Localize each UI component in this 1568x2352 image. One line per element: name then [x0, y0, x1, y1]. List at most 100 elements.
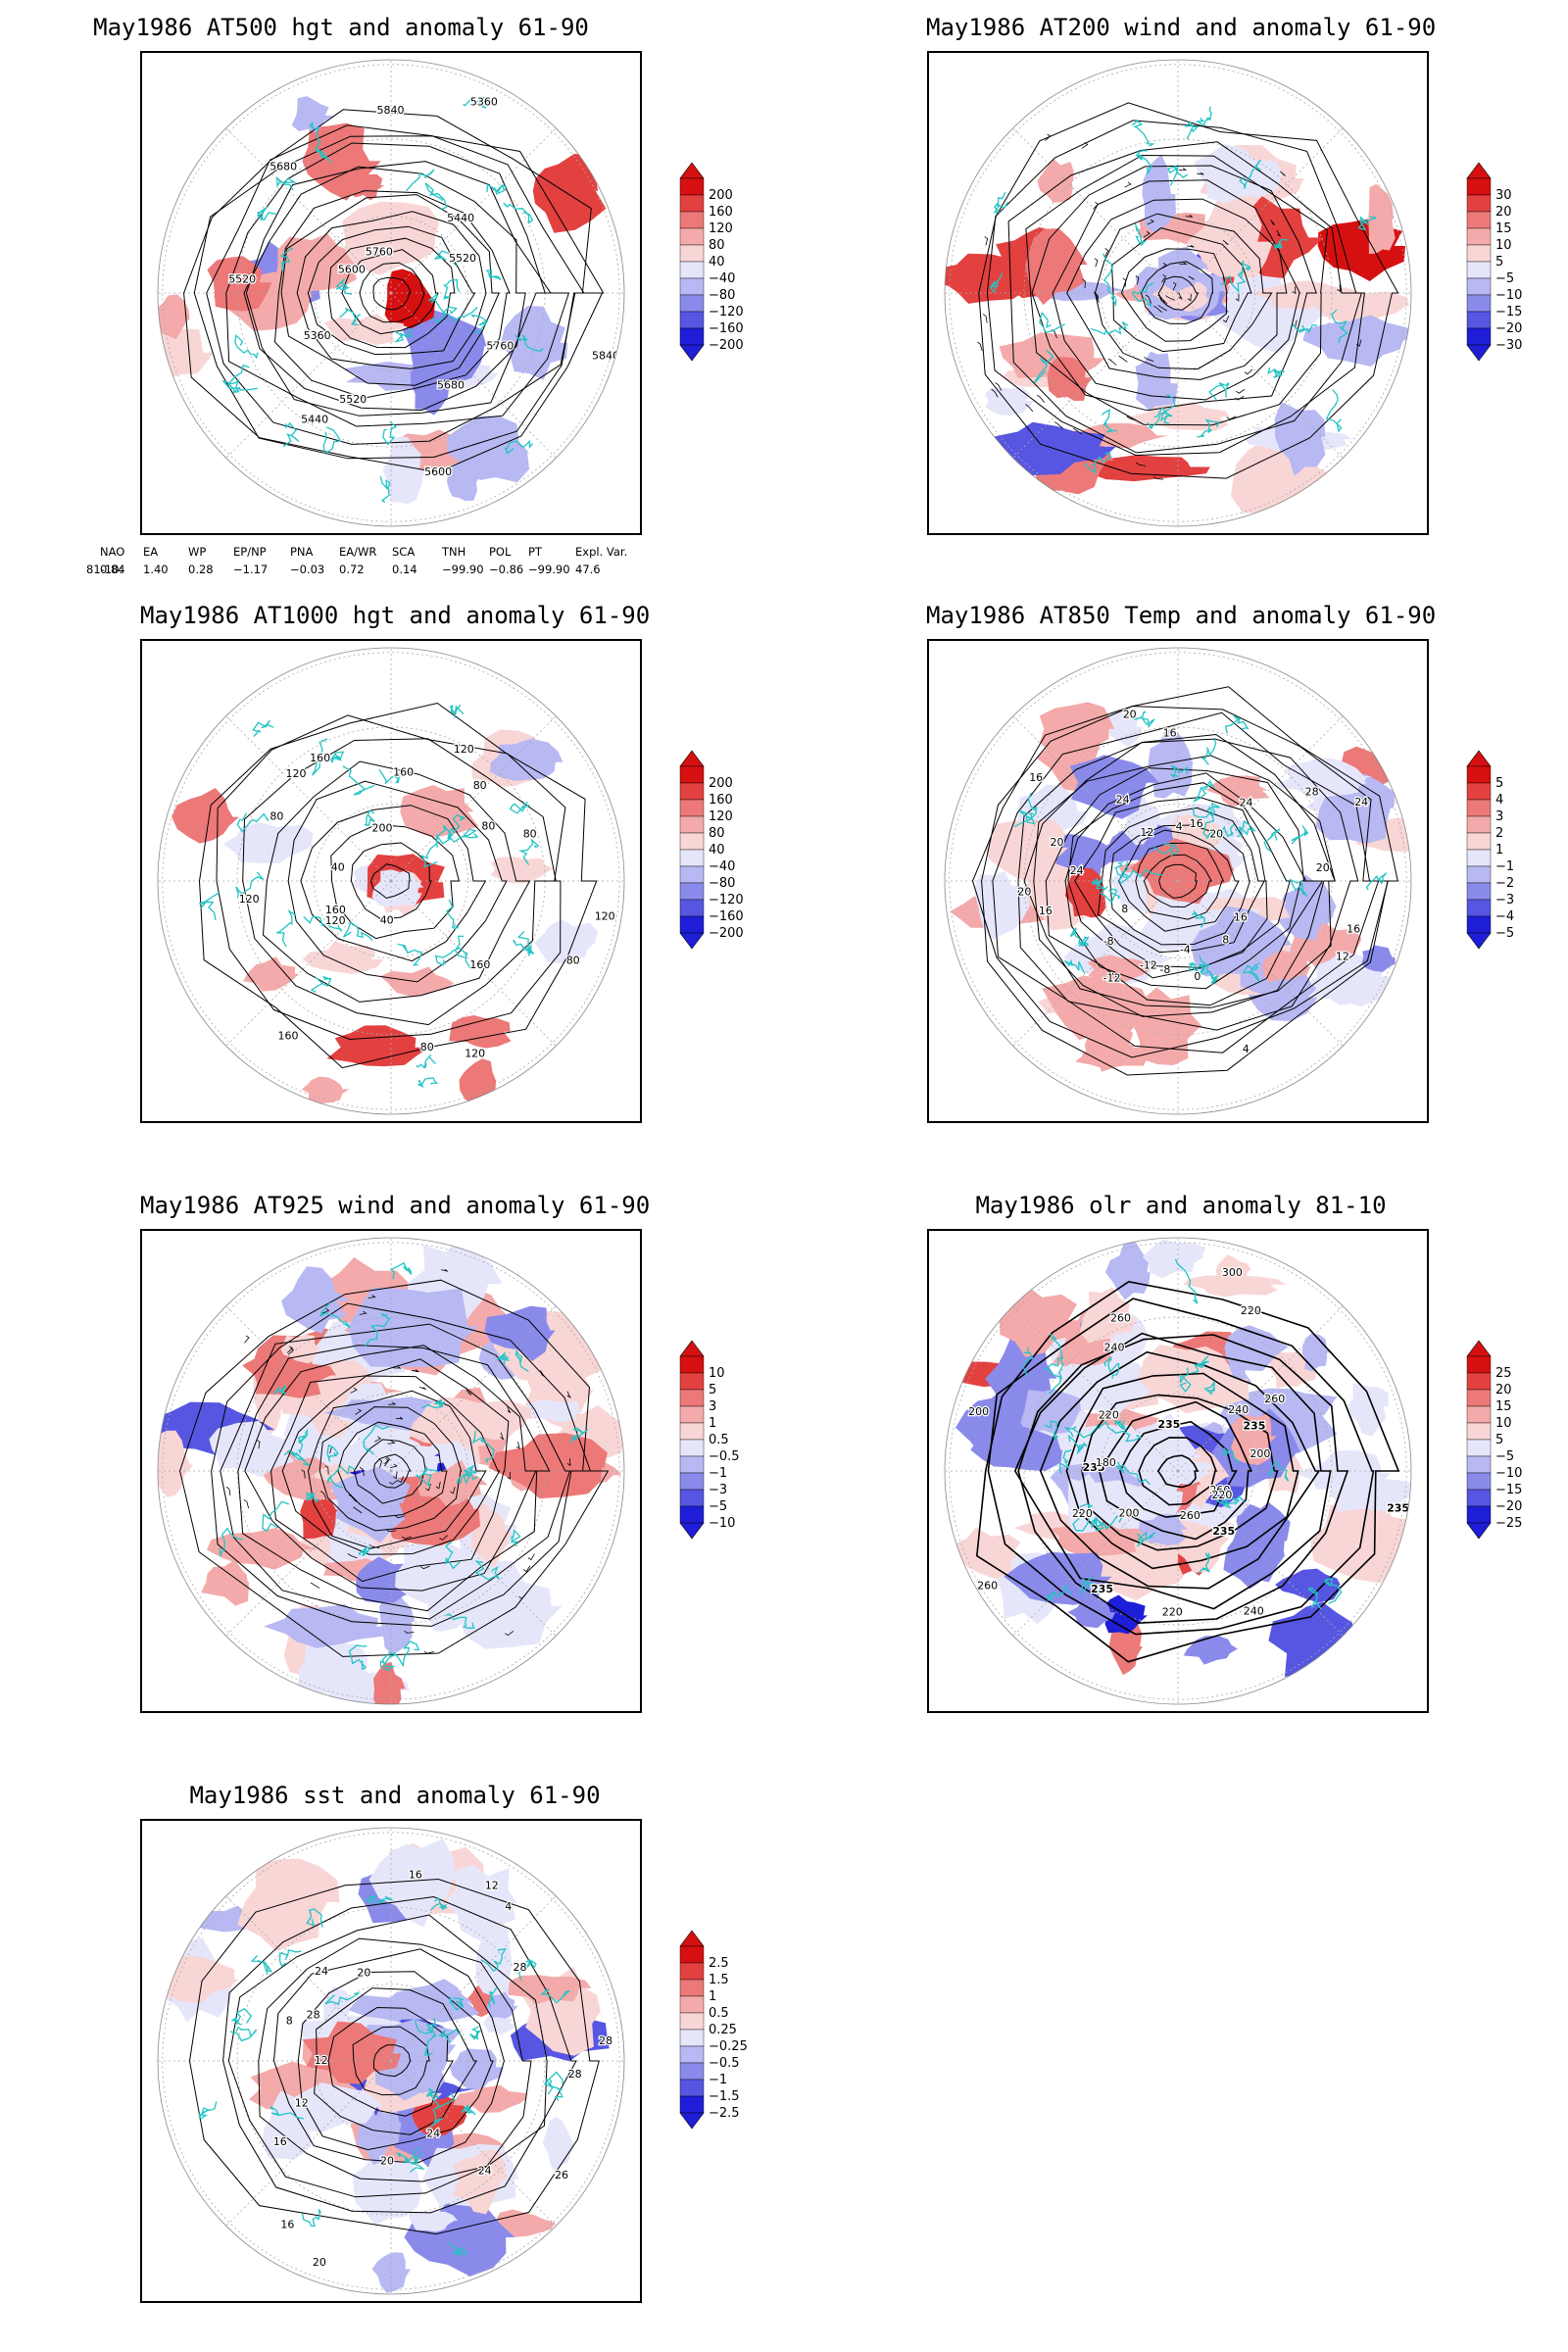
anomaly-shading	[1151, 1461, 1215, 1486]
contour-label: -12	[1140, 958, 1157, 971]
contour-label: 24	[315, 1965, 328, 1978]
color-bar-swatch	[679, 2012, 705, 2031]
anomaly-shading	[395, 1543, 501, 1609]
polar-map: 28 26 24 24 20 20 16 16 12 12 8 28 24 20 16 12 4 28 28	[140, 1819, 642, 2303]
color-bar-label: −160	[709, 909, 744, 924]
color-bar-label: −40	[709, 859, 735, 874]
contour-label: 160	[325, 904, 346, 916]
color-bar-label: −20	[1495, 321, 1522, 336]
contour-label: 220	[1241, 1304, 1261, 1317]
contour-label: 5520	[228, 273, 256, 286]
contour-label: 24	[1070, 864, 1084, 877]
tele-header: EA/WR	[339, 545, 377, 559]
anomaly-shading	[1284, 874, 1337, 940]
contour-label: 16	[1190, 817, 1203, 830]
color-bar-swatch	[679, 1489, 705, 1507]
color-bar-label: 1.5	[709, 1973, 729, 1987]
color-bar-swatch	[1466, 277, 1492, 296]
tele-value: 0.28	[188, 563, 214, 576]
contour-label: 80	[566, 955, 580, 967]
color-bar-label: −120	[709, 893, 744, 907]
anomaly-shading	[302, 941, 384, 974]
color-bar-cap	[679, 162, 705, 179]
anomaly-shading	[1215, 1254, 1251, 1287]
color-bar-label: −20	[1495, 1499, 1522, 1514]
contour-label: 235	[1157, 1418, 1180, 1431]
contour-label: 28	[514, 1961, 527, 1974]
contour-label: 80	[523, 827, 537, 840]
anomaly-shading	[1183, 1275, 1287, 1298]
anomaly-shading	[400, 785, 479, 838]
anomaly-shading	[1262, 950, 1311, 982]
contour-label: 120	[454, 743, 474, 756]
teleconnection-table: NAO EA WP EP/NP PNA EA/WR SCA TNH POL PT Expl. Var…	[86, 545, 713, 586]
color-bar-swatch	[1466, 311, 1492, 329]
anomaly-shading	[1042, 975, 1150, 1041]
tele-value: 0.84	[100, 563, 125, 576]
color-bar-label: 80	[709, 826, 725, 841]
contour-label: 120	[595, 909, 615, 922]
contour-label: 5680	[437, 378, 465, 391]
anomaly-shading	[384, 269, 436, 329]
anomaly-shading	[1368, 183, 1396, 255]
color-bar-label: 40	[709, 255, 725, 270]
color-bar-label: 0.5	[709, 2006, 729, 2021]
anomaly-shading	[469, 1502, 513, 1567]
color-bar-swatch	[679, 211, 705, 229]
anomaly-shading	[980, 421, 1116, 476]
color-bar-label: 10	[1495, 1416, 1512, 1431]
anomaly-shading	[158, 294, 190, 340]
tele-value: 1.40	[143, 563, 169, 576]
color-bar-label: 4	[1495, 793, 1503, 808]
color-bar-svg: 10 5 3 1 0.5 −0.5 −1 −3 −5 −10	[679, 1340, 740, 1540]
coastlines	[989, 106, 1377, 474]
contour-label: 12	[295, 2097, 309, 2110]
color-bar-swatch	[1466, 194, 1492, 213]
anomaly-shading	[475, 1915, 513, 1999]
contour-label: 260	[1180, 1509, 1200, 1522]
contour-label: 40	[380, 913, 394, 926]
tele-value: −99.90	[528, 563, 570, 576]
color-bar-label: 120	[709, 809, 733, 824]
contour-label: 5600	[338, 263, 366, 275]
contour-label: 12	[485, 1880, 499, 1892]
color-bar-swatch	[679, 2045, 705, 2064]
color-bar-swatch	[679, 277, 705, 296]
color-bar-swatch	[1466, 244, 1492, 263]
contour-label: 8	[1121, 903, 1128, 915]
color-bar-cap	[679, 344, 705, 362]
color-bar-label: −5	[709, 1499, 727, 1514]
anomaly-shading	[1106, 708, 1143, 748]
anomaly-shading	[500, 306, 568, 380]
contour-label: 5520	[339, 393, 367, 406]
anomaly-shading	[1274, 402, 1326, 476]
tele-value: −0.03	[290, 563, 325, 576]
polar-map	[927, 51, 1429, 535]
color-bar-swatch	[679, 915, 705, 934]
color-bar-cap	[1466, 932, 1492, 950]
tele-header: EP/NP	[233, 545, 267, 559]
color-bar-swatch	[679, 244, 705, 263]
anomaly-shading	[542, 2116, 575, 2175]
contour-label: 235	[1243, 1420, 1265, 1433]
tele-header: EA	[143, 545, 159, 559]
anomaly-shading	[1025, 228, 1088, 306]
polar-map: 16 12 16 8 4 0 -4 -8 -12 -12 -8 8 16 20 24 20 16 12 24 20 16…	[927, 639, 1429, 1123]
anomaly-shading	[330, 1466, 411, 1544]
color-bar: 200 160 120 80 40 −40 −80 −120 −160 −200	[676, 162, 794, 374]
color-bar-cap	[679, 1930, 705, 1947]
color-bar-swatch	[1466, 211, 1492, 229]
coastlines	[198, 1894, 570, 2257]
contour-label: 16	[1029, 771, 1043, 784]
color-bar-swatch	[679, 782, 705, 801]
color-bar-label: −1	[709, 2073, 727, 2087]
color-bar-label: 0.5	[709, 1433, 729, 1447]
color-bar-swatch	[1466, 915, 1492, 934]
color-bar-cap	[1466, 344, 1492, 362]
contour-label: 5600	[424, 466, 452, 478]
coastlines	[1014, 710, 1388, 986]
contour-label: 12	[315, 2054, 328, 2067]
anomaly-shading	[201, 1559, 249, 1606]
contour-label: 160	[278, 1030, 299, 1043]
color-bar-label: −80	[709, 288, 735, 303]
